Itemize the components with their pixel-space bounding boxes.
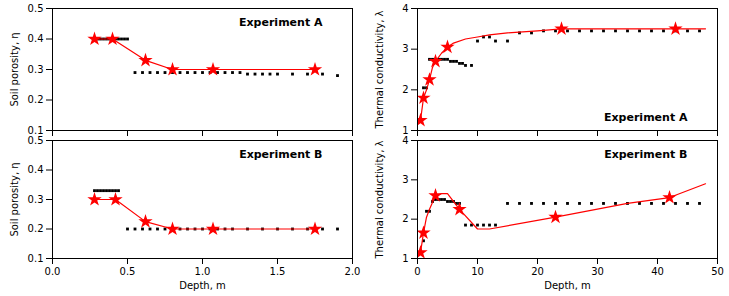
svg-text:0.2: 0.2 [28, 223, 44, 234]
svg-text:40: 40 [651, 266, 664, 277]
svg-text:0.2: 0.2 [28, 94, 44, 105]
svg-text:3: 3 [402, 174, 408, 185]
svg-text:0.4: 0.4 [28, 33, 44, 44]
svg-text:0.5: 0.5 [120, 266, 136, 277]
svg-text:0.3: 0.3 [28, 64, 44, 75]
svg-text:Depth, m: Depth, m [544, 280, 591, 291]
svg-text:Soil porosity, η: Soil porosity, η [9, 32, 20, 106]
svg-text:1.0: 1.0 [195, 266, 211, 277]
svg-text:2: 2 [402, 84, 408, 95]
svg-text:Soil porosity, η: Soil porosity, η [9, 162, 20, 236]
svg-text:4: 4 [402, 3, 408, 14]
svg-text:Depth, m: Depth, m [179, 280, 226, 291]
svg-text:Experiment B: Experiment B [604, 148, 687, 161]
svg-text:1: 1 [402, 125, 408, 136]
svg-text:Thermal conductivity, λ: Thermal conductivity, λ [374, 10, 385, 129]
svg-text:30: 30 [591, 266, 604, 277]
svg-text:2: 2 [402, 213, 408, 224]
svg-text:3: 3 [402, 43, 408, 54]
svg-text:0.1: 0.1 [28, 125, 44, 136]
svg-text:1: 1 [402, 253, 408, 264]
svg-text:20: 20 [531, 266, 544, 277]
svg-text:0.1: 0.1 [28, 253, 44, 264]
svg-text:Thermal conductivity, λ: Thermal conductivity, λ [374, 140, 385, 259]
svg-text:0: 0 [414, 266, 420, 277]
svg-text:0.3: 0.3 [28, 194, 44, 205]
svg-text:0.0: 0.0 [45, 266, 61, 277]
svg-text:Experiment B: Experiment B [239, 148, 322, 161]
svg-text:Experiment A: Experiment A [239, 16, 323, 29]
svg-text:10: 10 [471, 266, 484, 277]
svg-text:1.5: 1.5 [270, 266, 286, 277]
svg-text:50: 50 [711, 266, 724, 277]
svg-text:0.5: 0.5 [28, 136, 44, 146]
svg-text:Experiment A: Experiment A [604, 111, 688, 124]
svg-text:4: 4 [402, 136, 408, 146]
svg-text:0.4: 0.4 [28, 164, 44, 175]
svg-text:0.5: 0.5 [28, 3, 44, 14]
svg-text:2.0: 2.0 [345, 266, 361, 277]
